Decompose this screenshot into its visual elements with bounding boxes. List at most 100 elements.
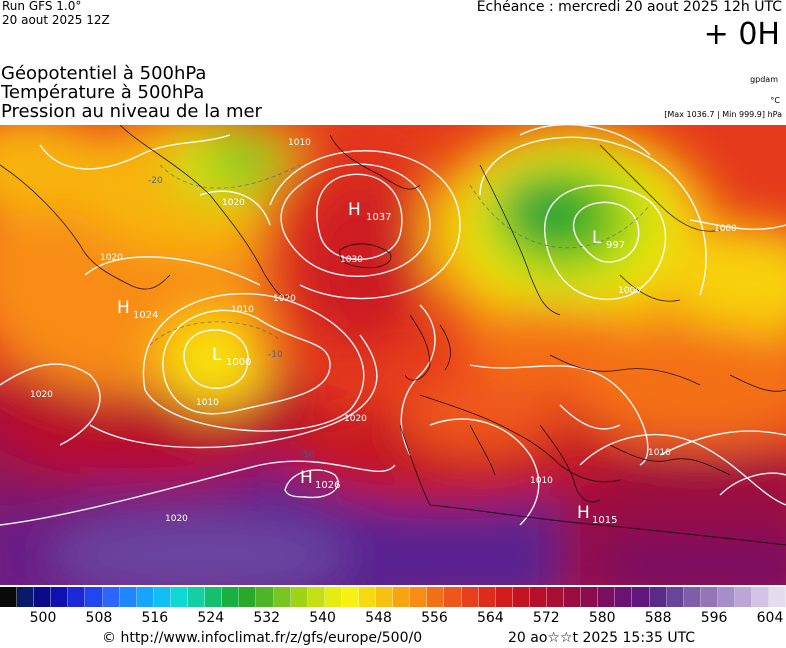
center-letter: L [212, 345, 222, 365]
field-title-pressure: Pression au niveau de la mer [1, 101, 262, 122]
color-swatch [51, 587, 69, 607]
color-swatch [119, 587, 137, 607]
color-swatch [170, 587, 189, 607]
isobar-label: 1010 [231, 305, 254, 315]
isobar-labels: 1010 1020 1030 1020 1010 1020 1000 1000 … [30, 138, 737, 524]
color-swatch [410, 587, 428, 607]
color-swatch [512, 587, 530, 607]
pressure-center-low: L 997 [592, 228, 625, 251]
isobar-label: 1010 [196, 398, 219, 408]
pressure-center-high: H 1015 [577, 503, 617, 526]
color-swatch [290, 587, 308, 607]
isobars [0, 125, 786, 526]
center-letter: H [117, 298, 130, 318]
color-swatch [239, 587, 257, 607]
color-swatch [188, 587, 206, 607]
run-date: 20 aout 2025 12Z [2, 13, 110, 27]
pressure-center-high: H 1026 [300, 468, 340, 491]
source-credit: © http://www.infoclimat.fr/z/gfs/europe/… [102, 630, 423, 646]
scale-tick-label: 604 [756, 610, 784, 626]
color-swatch [461, 587, 479, 607]
center-letter: H [300, 468, 313, 488]
color-swatch [205, 587, 223, 607]
pressure-center-high: H 1037 [348, 200, 391, 223]
color-swatch [769, 587, 786, 607]
color-swatch [478, 587, 496, 607]
isotherm-label: -10 [268, 350, 283, 360]
scale-tick-label: 580 [588, 610, 616, 626]
scale-tick-label: 524 [197, 610, 225, 626]
color-swatch [615, 587, 633, 607]
color-swatch [495, 587, 513, 607]
pressure-center-high: H 1024 [117, 298, 158, 321]
scale-tick-label: 508 [85, 610, 113, 626]
unit-temperature: °C [770, 96, 780, 105]
color-swatch [136, 587, 154, 607]
scale-tick-label: 500 [29, 610, 57, 626]
field-title-temperature: Température à 500hPa [1, 82, 205, 103]
color-swatch [632, 587, 650, 607]
color-swatch [393, 587, 411, 607]
color-swatch [85, 587, 103, 607]
center-letter: H [577, 503, 590, 523]
scale-tick-label: 540 [309, 610, 336, 626]
color-swatch [376, 587, 394, 607]
center-value: 1037 [366, 212, 391, 223]
color-swatch [153, 587, 171, 607]
isobar-label: 1030 [340, 255, 363, 265]
isobar-label: 1020 [100, 253, 123, 263]
isobar-label: 1010 [288, 138, 311, 148]
center-letter: L [592, 228, 602, 248]
isotherm-label: -10 [300, 450, 315, 460]
pressure-center-low: L 1000 [212, 345, 251, 368]
center-value: 1015 [592, 515, 617, 526]
geopotential-shading [0, 125, 786, 585]
center-value: 997 [606, 240, 625, 251]
color-swatch [752, 587, 770, 607]
scale-tick-label: 556 [421, 610, 448, 626]
isobar-label: 1000 [618, 286, 641, 296]
coastlines [0, 125, 786, 546]
color-scale-ticks: 500 508 516 524 532 540 548 556 564 572 580 588 596 6… [0, 610, 786, 628]
color-swatch [256, 587, 274, 607]
color-swatch [17, 587, 35, 607]
isobar-label: 1010 [648, 448, 671, 458]
color-swatch [68, 587, 86, 607]
isotherms [149, 164, 651, 506]
center-letter: H [348, 200, 361, 220]
color-swatch [324, 587, 342, 607]
isobar-label: 1020 [30, 390, 53, 400]
scale-tick-label: 572 [532, 610, 560, 626]
color-swatch [529, 587, 547, 607]
field-title-geopotential: Géopotentiel à 500hPa [1, 63, 207, 84]
center-value: 1026 [315, 480, 340, 491]
isobar-label: 1010 [530, 476, 553, 486]
scale-tick-label: 564 [477, 610, 504, 626]
isobar-label: 1020 [273, 294, 296, 304]
color-swatch [307, 587, 325, 607]
isotherm-label: -20 [148, 176, 163, 186]
color-swatch [547, 587, 565, 607]
color-swatch [717, 587, 736, 607]
color-swatch [34, 587, 52, 607]
color-scale [0, 587, 786, 607]
isobar-label: 1020 [344, 414, 367, 424]
color-swatch [341, 587, 359, 607]
color-swatch [700, 587, 718, 607]
center-value: 1000 [226, 357, 251, 368]
scale-tick-label: 588 [644, 610, 672, 626]
pressure-centers: H 1037 H 1024 L 1000 L 997 H 1026 H 1015 [117, 200, 625, 526]
color-swatch [666, 587, 684, 607]
color-swatch [683, 587, 701, 607]
color-swatch [427, 587, 445, 607]
unit-geopotential: gpdam [750, 75, 778, 84]
scale-tick-label: 596 [700, 610, 728, 626]
run-label: Run GFS 1.0° [2, 0, 82, 13]
color-swatch [444, 587, 462, 607]
forecast-valid-time: Echéance : mercredi 20 aout 2025 12h UTC [476, 0, 782, 15]
scale-tick-label: 516 [141, 610, 169, 626]
color-swatch [0, 587, 18, 607]
color-swatch [273, 587, 291, 607]
generation-timestamp: 20 ao☆☆t 2025 15:35 UTC [508, 630, 696, 646]
isotherm-labels: -20 -10 -10 [148, 176, 315, 460]
